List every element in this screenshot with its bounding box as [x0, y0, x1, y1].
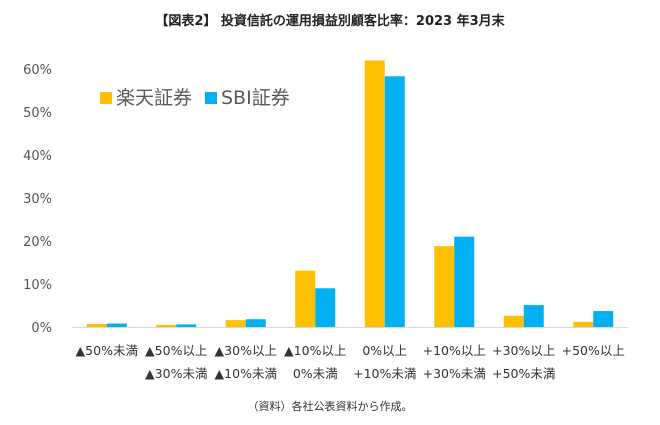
bar — [454, 236, 475, 327]
bar — [225, 320, 246, 327]
legend-swatch — [100, 92, 112, 104]
y-tick-label: 10% — [23, 278, 52, 293]
x-tick-label: ▲10%未満 — [215, 366, 277, 381]
x-tick-label: +10%未満 — [353, 366, 416, 381]
legend-label: 楽天証券 — [116, 87, 192, 109]
bar — [295, 270, 316, 327]
bar — [106, 323, 127, 327]
bar — [86, 323, 107, 327]
legend-swatch — [205, 92, 217, 104]
bar — [176, 324, 197, 327]
bar — [593, 311, 614, 327]
bar — [384, 76, 405, 327]
y-tick-label: 60% — [23, 63, 52, 78]
bar — [156, 324, 177, 327]
x-tick-label: ▲30%以上 — [215, 343, 277, 358]
x-tick-label: 0%未満 — [293, 366, 338, 381]
y-tick-label: 40% — [23, 149, 52, 164]
bar — [573, 321, 594, 327]
x-tick-label: +30%未満 — [423, 366, 486, 381]
y-tick-label: 50% — [23, 106, 52, 121]
bar — [245, 319, 266, 327]
x-tick-label: ▲30%未満 — [145, 366, 207, 381]
x-tick-label: +30%以上 — [492, 343, 555, 358]
chart-title: 【図表2】 投資信託の運用損益別顧客比率：2023 年3月末 — [155, 14, 505, 29]
legend-label: SBI証券 — [221, 87, 290, 109]
x-tick-label: +50%未満 — [492, 366, 555, 381]
chart-source-note: （資料）各社公表資料から作成。 — [247, 400, 413, 413]
x-tick-label: 0%以上 — [362, 343, 407, 358]
bar — [523, 305, 544, 327]
bar — [503, 315, 524, 327]
x-tick-label: ▲50%未満 — [76, 343, 138, 358]
x-tick-label: +50%以上 — [562, 343, 625, 358]
bar — [364, 60, 385, 328]
y-tick-label: 0% — [31, 321, 52, 336]
y-tick-label: 20% — [23, 235, 52, 250]
bar — [434, 246, 455, 327]
x-tick-label: ▲50%以上 — [145, 343, 207, 358]
x-tick-label: +10%以上 — [423, 343, 486, 358]
x-tick-label: ▲10%以上 — [284, 343, 346, 358]
y-tick-label: 30% — [23, 192, 52, 207]
bar — [315, 288, 336, 327]
